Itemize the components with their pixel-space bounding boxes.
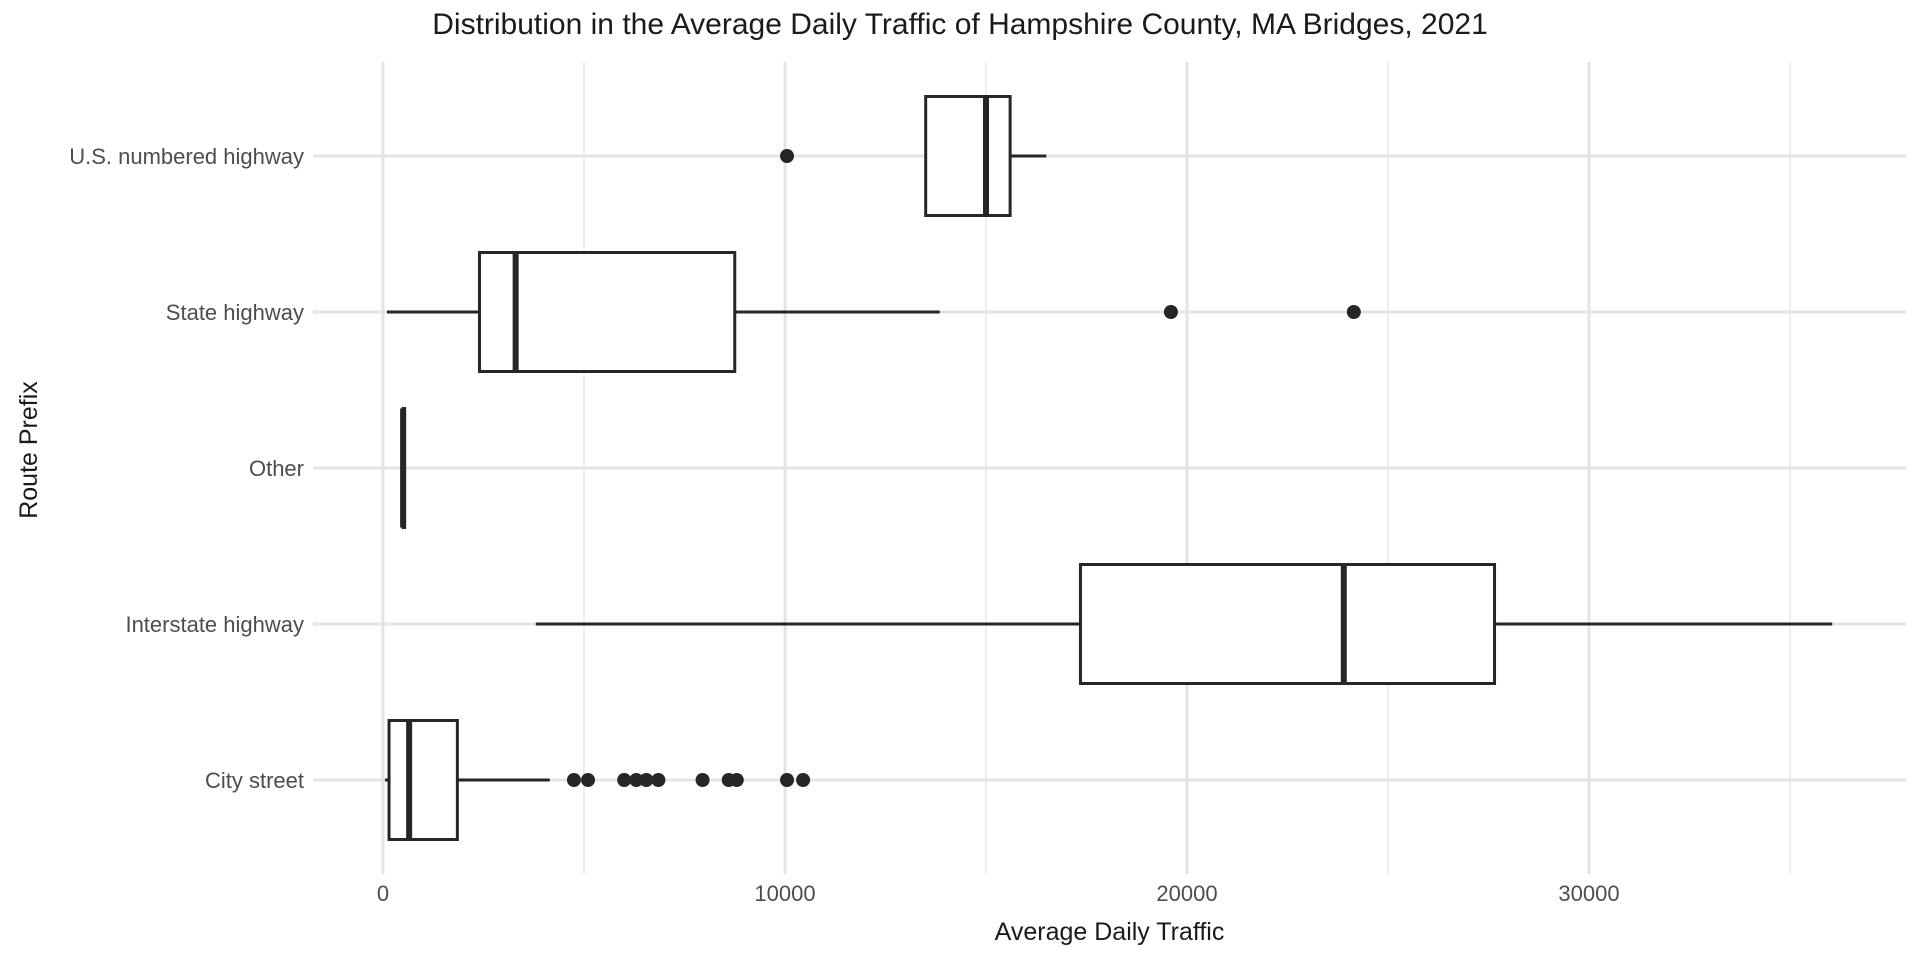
- outlier-point: [617, 773, 632, 787]
- outlier-point: [695, 773, 710, 787]
- box: [1078, 563, 1497, 685]
- outlier-point: [629, 773, 644, 787]
- y-tick-label: City street: [205, 768, 304, 793]
- y-tick-label: Other: [249, 456, 304, 481]
- x-axis-title: Average Daily Traffic: [994, 918, 1225, 946]
- outlier-point: [639, 773, 654, 787]
- box: [477, 251, 737, 373]
- y-tick-label: Interstate highway: [125, 612, 304, 637]
- x-tick-label: 30000: [1558, 881, 1619, 906]
- y-tick-label: U.S. numbered highway: [69, 144, 304, 169]
- outlier-point: [780, 773, 795, 787]
- outlier-point: [581, 773, 596, 787]
- outlier-point: [651, 773, 666, 787]
- box: [924, 95, 1012, 217]
- outlier-point: [729, 773, 744, 787]
- outlier-point: [796, 773, 811, 787]
- outlier-point: [1163, 305, 1178, 319]
- x-tick-label: 20000: [1156, 881, 1217, 906]
- box: [387, 719, 459, 841]
- chart-title: Distribution in the Average Daily Traffi…: [432, 8, 1488, 41]
- y-axis-title: Route Prefix: [15, 381, 43, 519]
- x-tick-label: 0: [377, 881, 389, 906]
- y-tick-label: State highway: [166, 300, 304, 325]
- x-tick-label: 10000: [754, 881, 815, 906]
- outlier-point: [780, 149, 795, 163]
- outlier-point: [566, 773, 581, 787]
- outlier-point: [1346, 305, 1361, 319]
